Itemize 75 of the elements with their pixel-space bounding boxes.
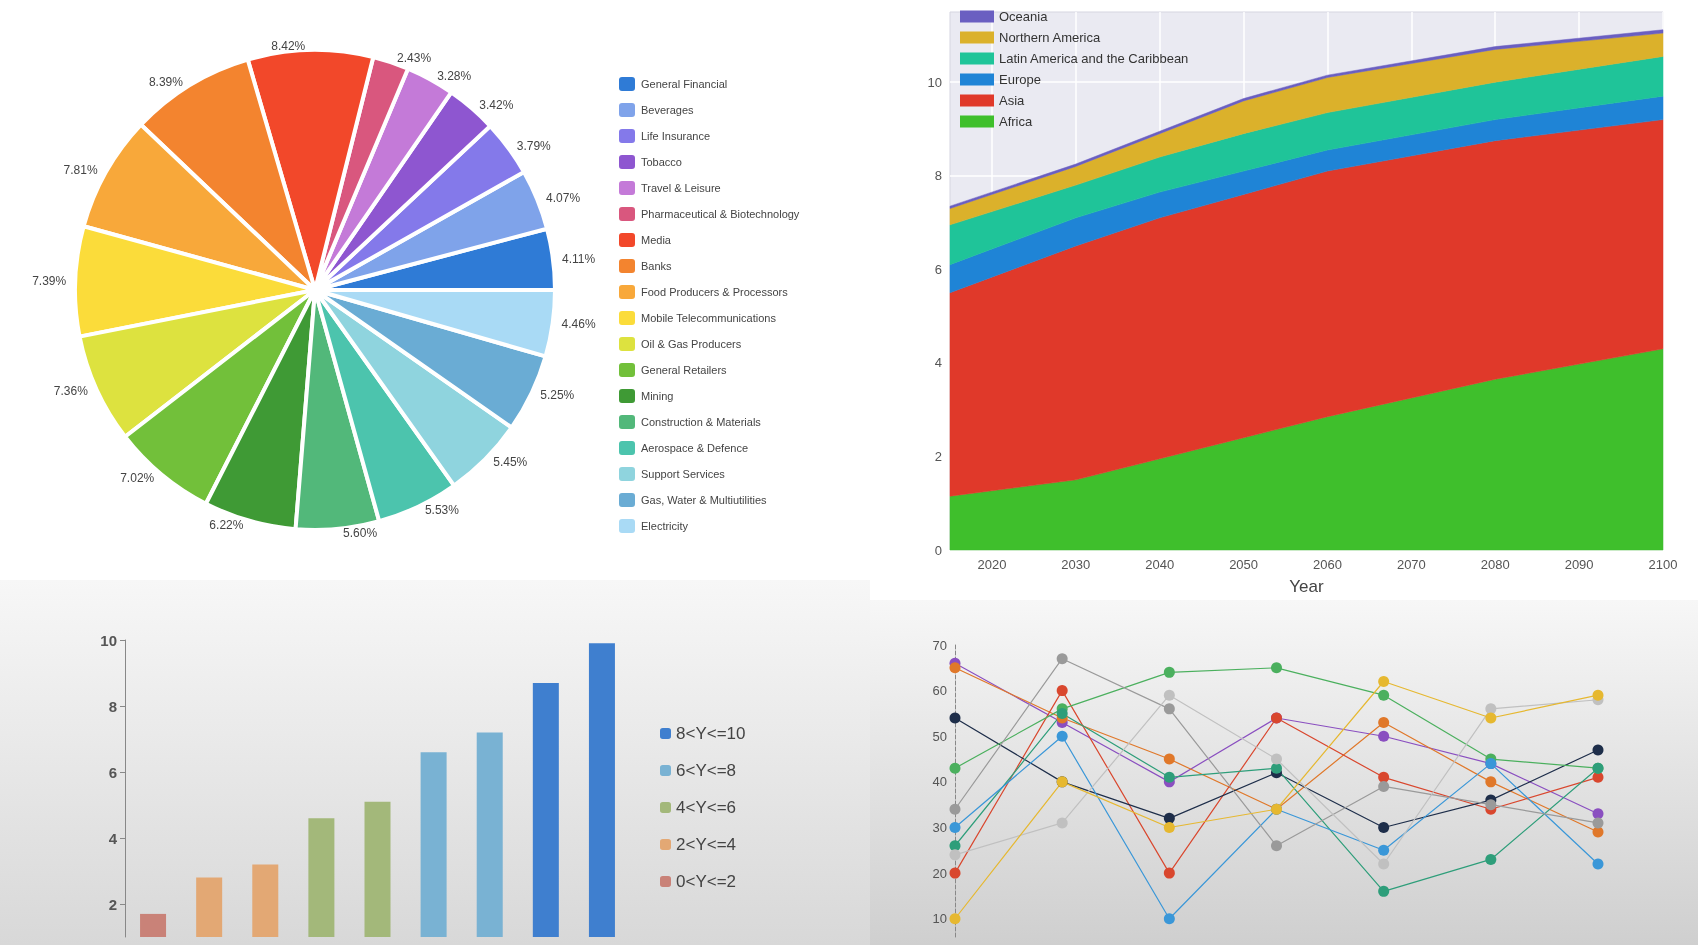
data-label: 6.22% (209, 517, 244, 532)
legend-label: Life Insurance (641, 130, 711, 142)
legend-label: Tobacco (641, 156, 682, 168)
y-tick-label: 8 (108, 697, 117, 715)
y-tick-label: 70 (932, 637, 947, 653)
y-tick-label: 8 (934, 168, 942, 184)
legend-label: Africa (999, 114, 1033, 129)
data-label: 5.53% (424, 503, 460, 518)
legend-label: 6<Y<=8 (676, 761, 737, 780)
y-tick-label: 2 (108, 895, 117, 913)
legend-label: Food Producers & Processors (641, 286, 789, 298)
y-tick-label: 2 (934, 448, 942, 464)
data-label: 7.39% (32, 274, 67, 289)
legend-label: Media (641, 234, 672, 246)
legend-label: Asia (999, 93, 1026, 108)
y-tick-label: 6 (934, 261, 942, 277)
data-label: 7.81% (63, 162, 98, 177)
legend-label: Pharmaceutical & Biotechnology (641, 208, 800, 220)
y-tick-label: 10 (927, 74, 942, 90)
legend-label: Support Services (641, 468, 726, 480)
y-tick-label: 10 (100, 631, 117, 649)
data-label: 7.36% (53, 383, 89, 398)
data-label: 4.46% (561, 317, 596, 332)
data-label: 5.60% (343, 525, 378, 540)
legend-label: 2<Y<=4 (676, 835, 737, 854)
x-tick-label: 2020 (977, 557, 1007, 572)
x-tick-label: 2060 (1313, 557, 1342, 572)
data-label: 2.43% (397, 51, 432, 66)
data-label: 8.42% (271, 39, 306, 54)
x-axis-title: Year (1289, 577, 1325, 596)
legend-label: Beverages (641, 104, 695, 116)
data-label: 3.79% (516, 138, 552, 153)
legend-label: Banks (641, 260, 673, 272)
legend-label: 0<Y<=2 (676, 872, 737, 891)
y-tick-label: 4 (934, 355, 942, 371)
y-tick-label: 50 (932, 728, 947, 744)
legend-label: Mining (641, 390, 674, 402)
y-tick-label: 30 (932, 820, 947, 835)
legend-label: 8<Y<=10 (676, 724, 746, 743)
x-tick-label: 2030 (1061, 557, 1091, 572)
data-label: 5.45% (493, 454, 528, 469)
legend-label: Oil & Gas Producers (641, 338, 742, 350)
legend-label: Travel & Leisure (641, 182, 721, 194)
legend-label: 4<Y<=6 (676, 798, 737, 817)
legend-label: Construction & Materials (641, 416, 762, 428)
x-tick-label: 2090 (1564, 557, 1594, 572)
data-label: 3.28% (437, 68, 472, 83)
x-tick-label: 2040 (1145, 557, 1175, 572)
data-label: 3.42% (479, 98, 514, 113)
data-label: 4.11% (561, 251, 596, 266)
y-tick-label: 10 (932, 911, 947, 927)
legend-label: Mobile Telecommunications (641, 312, 777, 324)
data-label: 4.07% (546, 191, 581, 206)
legend-label: Europe (999, 72, 1041, 87)
legend-label: General Retailers (641, 364, 728, 376)
y-tick-label: 60 (932, 683, 947, 699)
x-tick-label: 2100 (1648, 557, 1678, 572)
data-label: 8.39% (148, 74, 184, 89)
y-tick-label: 4 (108, 829, 118, 847)
y-tick-label: 20 (932, 865, 947, 881)
data-label: 5.25% (540, 388, 575, 403)
legend-label: General Financial (641, 78, 728, 90)
y-tick-label: 40 (932, 774, 947, 790)
x-tick-label: 2070 (1396, 557, 1426, 572)
legend-label: Gas, Water & Multiutilities (641, 494, 768, 506)
x-tick-label: 2080 (1480, 557, 1510, 572)
legend-label: Electricity (641, 520, 689, 532)
legend-label: Oceania (999, 9, 1049, 24)
legend-label: Aerospace & Defence (641, 442, 749, 454)
data-label: 7.02% (120, 470, 155, 485)
x-tick-label: 2050 (1229, 557, 1259, 572)
legend-label: Northern America (999, 30, 1101, 45)
y-tick-label: 6 (108, 763, 117, 781)
legend-label: Latin America and the Caribbean (999, 51, 1189, 66)
y-tick-label: 0 (934, 542, 942, 558)
